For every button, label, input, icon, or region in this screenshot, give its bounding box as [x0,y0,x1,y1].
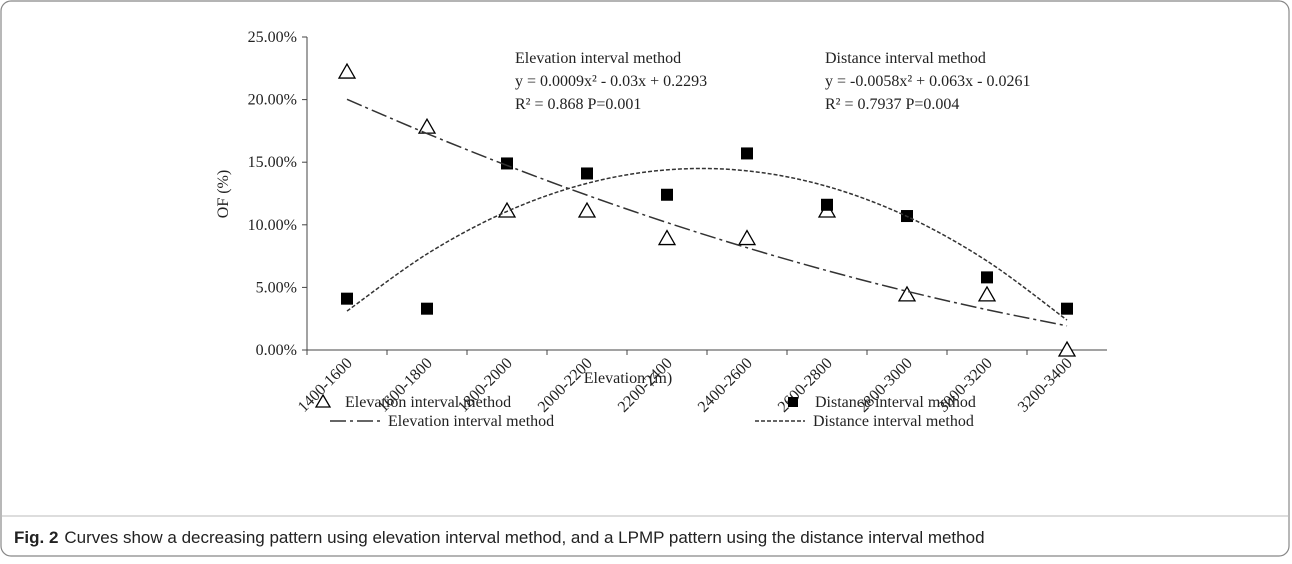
legend-label: Elevation interval method [388,413,554,430]
legend-marker [788,397,798,407]
point [981,271,993,284]
legend-label: Distance interval method [813,413,974,430]
y-tick-label: 25.00% [248,29,297,46]
point [1061,302,1073,315]
point [337,62,357,79]
point [581,167,593,180]
point [977,285,997,302]
y-tick-label: 10.00% [248,217,297,234]
trend-line [346,98,1068,327]
caption-label: Fig. 2 [14,528,58,547]
point [661,188,673,201]
x-tick-label: 3200-3400 [1015,355,1076,416]
annotation-equation: y = 0.0009x² - 0.03x + 0.2293 [515,73,707,90]
point [1057,340,1077,357]
point [417,117,437,134]
legend-label: Elevation interval method [345,394,511,411]
annotation-title: Elevation interval method [515,50,681,67]
y-tick-label: 20.00% [248,92,297,109]
legend-marker [314,393,332,408]
y-tick-label: 0.00% [256,342,297,359]
caption: Fig. 2 Curves show a decreasing pattern u… [14,528,985,547]
y-tick-label: 5.00% [256,279,297,296]
point [821,198,833,211]
annotation-stats: R² = 0.868 P=0.001 [515,96,641,113]
point [737,229,757,246]
point [341,292,353,305]
point [497,201,517,218]
point [421,302,433,315]
caption-text: Curves show a decreasing pattern using e… [64,528,984,547]
y-axis-title: OF (%) [215,170,232,218]
point [577,201,597,218]
x-tick-label: 2400-2600 [695,355,756,416]
annotation-title: Distance interval method [825,50,986,67]
trend-line [346,167,1068,321]
legend-label: Distance interval method [815,394,976,411]
y-tick-label: 15.00% [248,154,297,171]
point [657,229,677,246]
x-axis-title: Elevation (m) [584,370,672,387]
point [897,285,917,302]
annotation-stats: R² = 0.7937 P=0.004 [825,96,959,113]
annotation-equation: y = -0.0058x² + 0.063x - 0.0261 [825,73,1031,90]
point [741,147,753,160]
